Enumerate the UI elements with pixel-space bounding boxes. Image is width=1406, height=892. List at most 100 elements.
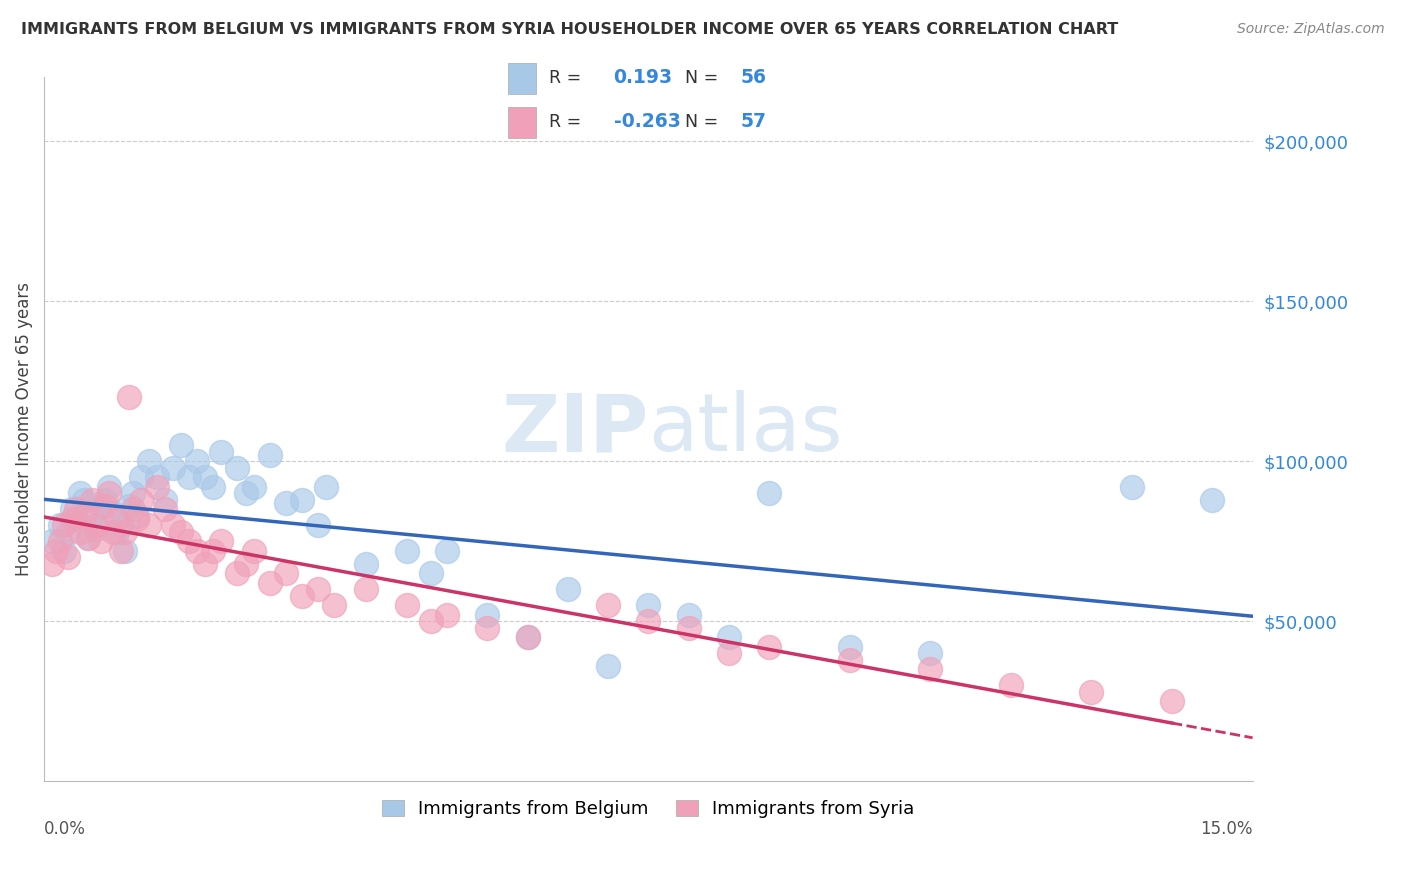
Point	[69, 524, 91, 539]
Point	[179, 470, 201, 484]
Text: ZIP: ZIP	[501, 391, 648, 468]
Point	[138, 454, 160, 468]
Point	[153, 492, 176, 507]
Text: 0.193: 0.193	[613, 69, 672, 87]
Point	[242, 480, 264, 494]
Point	[274, 566, 297, 581]
Point	[101, 524, 124, 539]
Text: R =: R =	[548, 113, 581, 131]
Point	[259, 576, 281, 591]
Text: N =: N =	[685, 113, 718, 131]
Point	[65, 502, 87, 516]
Point	[202, 480, 225, 494]
Point	[395, 544, 418, 558]
Point	[101, 506, 124, 520]
Point	[242, 544, 264, 558]
Point	[118, 500, 141, 514]
Point	[226, 460, 249, 475]
Point	[516, 631, 538, 645]
Point	[77, 531, 100, 545]
Point	[356, 582, 378, 597]
Point	[516, 631, 538, 645]
Point	[920, 662, 942, 676]
Point	[307, 582, 329, 597]
Text: R =: R =	[548, 69, 581, 87]
Point	[82, 508, 104, 523]
Point	[53, 518, 76, 533]
Point	[170, 524, 193, 539]
Point	[89, 500, 111, 514]
Point	[323, 599, 346, 613]
Point	[49, 518, 72, 533]
Point	[274, 496, 297, 510]
Point	[170, 438, 193, 452]
Point	[105, 524, 128, 539]
Point	[58, 524, 80, 539]
Point	[186, 454, 208, 468]
Point	[717, 647, 740, 661]
Point	[97, 486, 120, 500]
FancyBboxPatch shape	[509, 107, 536, 138]
Point	[356, 557, 378, 571]
Point	[110, 544, 132, 558]
Point	[291, 589, 314, 603]
Point	[60, 502, 83, 516]
Point	[125, 512, 148, 526]
Point	[202, 544, 225, 558]
Point	[637, 615, 659, 629]
Point	[97, 480, 120, 494]
Point	[186, 544, 208, 558]
Point	[235, 486, 257, 500]
Point	[838, 640, 860, 654]
Point	[1121, 480, 1143, 494]
Point	[118, 391, 141, 405]
Point	[209, 534, 232, 549]
Point	[114, 524, 136, 539]
Point	[41, 534, 63, 549]
Point	[259, 448, 281, 462]
Point	[717, 631, 740, 645]
Text: 0.0%: 0.0%	[44, 820, 86, 838]
Point	[58, 550, 80, 565]
Text: N =: N =	[685, 69, 718, 87]
Point	[235, 557, 257, 571]
Point	[146, 470, 169, 484]
Point	[179, 534, 201, 549]
Point	[678, 607, 700, 622]
Point	[291, 492, 314, 507]
Point	[129, 492, 152, 507]
Point	[307, 518, 329, 533]
Point	[77, 531, 100, 545]
Point	[226, 566, 249, 581]
Point	[758, 640, 780, 654]
Point	[93, 500, 115, 514]
Legend: Immigrants from Belgium, Immigrants from Syria: Immigrants from Belgium, Immigrants from…	[375, 792, 921, 825]
Text: 56: 56	[741, 69, 766, 87]
Point	[89, 534, 111, 549]
Point	[129, 470, 152, 484]
Point	[53, 544, 76, 558]
Point	[121, 486, 143, 500]
Point	[73, 492, 96, 507]
Point	[162, 460, 184, 475]
Point	[60, 512, 83, 526]
Text: IMMIGRANTS FROM BELGIUM VS IMMIGRANTS FROM SYRIA HOUSEHOLDER INCOME OVER 65 YEAR: IMMIGRANTS FROM BELGIUM VS IMMIGRANTS FR…	[21, 22, 1118, 37]
Point	[1201, 492, 1223, 507]
Point	[41, 557, 63, 571]
Point	[162, 518, 184, 533]
Text: 57: 57	[741, 112, 766, 131]
Point	[315, 480, 337, 494]
Text: Source: ZipAtlas.com: Source: ZipAtlas.com	[1237, 22, 1385, 37]
Point	[194, 557, 217, 571]
Point	[758, 486, 780, 500]
Point	[121, 502, 143, 516]
Point	[49, 534, 72, 549]
Point	[73, 508, 96, 523]
Point	[209, 445, 232, 459]
Point	[86, 522, 108, 536]
Point	[194, 470, 217, 484]
Point	[114, 544, 136, 558]
Text: 15.0%: 15.0%	[1201, 820, 1253, 838]
Text: -0.263: -0.263	[613, 112, 681, 131]
Point	[436, 544, 458, 558]
